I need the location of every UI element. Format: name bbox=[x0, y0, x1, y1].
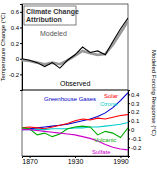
tick-label: 0.3 bbox=[131, 101, 140, 107]
tick: 1990 bbox=[113, 156, 129, 165]
tick: 0.4 bbox=[128, 92, 140, 98]
tick-mark bbox=[128, 138, 130, 139]
tick: 0 bbox=[16, 56, 22, 62]
series-label: Solar bbox=[104, 93, 118, 99]
tick: 0 bbox=[128, 127, 135, 133]
x-axis: 1870 1930 1990 bbox=[22, 156, 129, 165]
tick-label: 0 bbox=[16, 56, 20, 62]
tick-label: 1990 bbox=[113, 158, 129, 165]
tick: 1870 bbox=[22, 156, 38, 165]
series-label: Modeled bbox=[40, 30, 67, 37]
tick: 0.6 bbox=[11, 9, 22, 15]
series-label: Sulfate bbox=[92, 149, 111, 155]
tick-mark bbox=[128, 147, 130, 148]
tick: 1930 bbox=[68, 156, 84, 165]
tick-mark bbox=[20, 27, 22, 28]
tick: -0.1 bbox=[128, 136, 142, 142]
tick: 0.2 bbox=[128, 109, 140, 115]
tick: 0.3 bbox=[128, 101, 140, 107]
tick-mark bbox=[20, 43, 22, 44]
tick-label: -0.1 bbox=[131, 136, 142, 142]
plot-lines bbox=[22, 93, 128, 150]
tick-label: 0.2 bbox=[131, 109, 140, 115]
series-label: Greenhouse Gases bbox=[44, 96, 96, 102]
series-line bbox=[22, 126, 128, 137]
series-label: Ozone bbox=[100, 101, 118, 107]
tick-label: 1930 bbox=[68, 158, 84, 165]
series-line bbox=[22, 123, 128, 130]
tick-mark bbox=[20, 12, 22, 13]
plot-lines bbox=[22, 18, 128, 68]
y-axis: -0.2 0 0.2 0.4 0.6 bbox=[9, 5, 23, 91]
tick: 0.1 bbox=[128, 118, 140, 124]
tick-label: 0.6 bbox=[11, 9, 20, 15]
plot-frame bbox=[22, 4, 128, 90]
tick-mark bbox=[20, 59, 22, 60]
tick-label: 0.2 bbox=[11, 41, 20, 47]
tick-label: 1870 bbox=[22, 158, 38, 165]
tick-label: 0 bbox=[131, 127, 135, 133]
y2-axis: -0.2 -0.1 0 0.1 0.2 0.3 0.4 bbox=[128, 91, 142, 157]
series-label: Volcanic bbox=[94, 137, 116, 143]
tick: -0.2 bbox=[128, 145, 142, 151]
tick-mark bbox=[128, 94, 130, 95]
tick-label: -0.2 bbox=[9, 72, 20, 78]
tick-mark bbox=[128, 112, 130, 113]
series-label: Observed bbox=[60, 80, 90, 87]
axis-line bbox=[129, 91, 131, 157]
tick-mark bbox=[128, 130, 130, 131]
tick-mark bbox=[128, 103, 130, 104]
tick-label: 0.1 bbox=[131, 118, 140, 124]
tick-mark bbox=[20, 74, 22, 75]
tick: -0.2 bbox=[9, 72, 22, 78]
series-line bbox=[22, 130, 128, 150]
series-line bbox=[22, 18, 128, 68]
tick-label: -0.2 bbox=[131, 145, 142, 151]
title: Climate ChangeAttribution bbox=[26, 8, 79, 23]
axis-title: Modeled Forcing Response (°C) bbox=[151, 50, 157, 136]
tick-label: 0.4 bbox=[11, 25, 20, 31]
axis-line bbox=[20, 5, 23, 91]
chart: -0.2 0 0.2 0.4 0.6 Climate ChangeAttribution T… bbox=[0, 0, 157, 180]
series-line bbox=[22, 93, 128, 130]
plot-frame bbox=[22, 90, 128, 156]
tick-mark bbox=[128, 121, 130, 122]
tick-label: 0.4 bbox=[131, 92, 140, 98]
tick: 0.2 bbox=[11, 41, 22, 47]
axis-title: Temperature Change (°C) bbox=[0, 13, 6, 82]
tick: 0.4 bbox=[11, 25, 22, 31]
